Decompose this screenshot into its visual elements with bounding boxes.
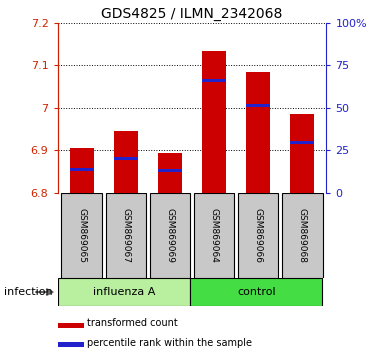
Text: GSM869069: GSM869069 [165, 208, 174, 263]
Bar [58, 342, 84, 347]
Bar [106, 193, 146, 278]
Text: GSM869065: GSM869065 [77, 208, 86, 263]
Bar [194, 193, 234, 278]
Bar [158, 153, 182, 193]
Bar [290, 141, 314, 144]
Bar [114, 156, 138, 160]
Text: transformed count: transformed count [86, 318, 177, 329]
Bar [190, 278, 322, 306]
Bar [70, 148, 94, 193]
Text: control: control [237, 287, 276, 297]
Bar [58, 278, 190, 306]
Text: GSM869064: GSM869064 [210, 208, 219, 263]
Bar [62, 193, 102, 278]
Bar [158, 169, 182, 172]
Bar [150, 193, 190, 278]
Text: GSM869066: GSM869066 [254, 208, 263, 263]
Bar [70, 168, 94, 171]
Bar [246, 104, 270, 107]
Text: GSM869067: GSM869067 [121, 208, 130, 263]
Bar [282, 193, 322, 278]
Text: GSM869068: GSM869068 [298, 208, 307, 263]
Bar [246, 72, 270, 193]
Bar [202, 79, 226, 82]
Title: GDS4825 / ILMN_2342068: GDS4825 / ILMN_2342068 [101, 7, 283, 21]
Text: percentile rank within the sample: percentile rank within the sample [86, 337, 252, 348]
Bar [202, 51, 226, 193]
Bar [238, 193, 278, 278]
Bar [290, 114, 314, 193]
Text: influenza A: influenza A [93, 287, 156, 297]
Bar [58, 323, 84, 328]
Bar [114, 131, 138, 193]
Text: infection: infection [4, 287, 52, 297]
